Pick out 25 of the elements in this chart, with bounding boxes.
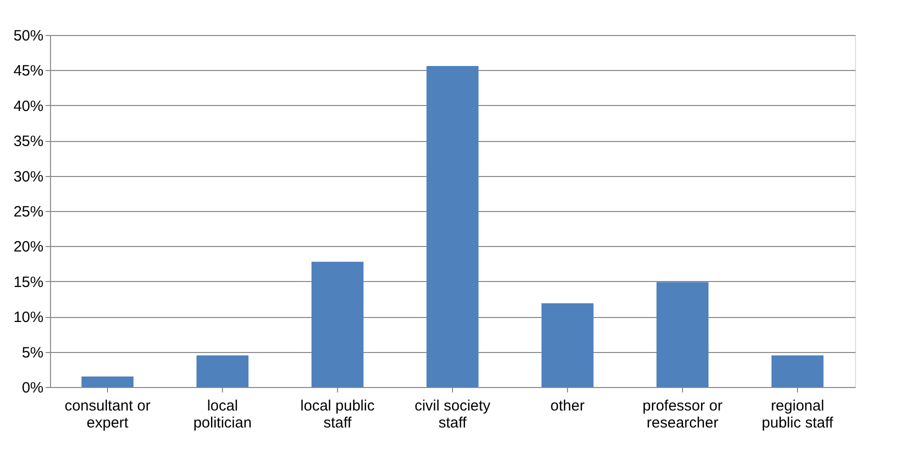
y-tick-label: 15% [13,274,44,291]
bar [312,262,364,387]
y-tick-label: 30% [13,168,44,186]
x-tick-label: civil society staff [414,398,491,432]
x-tick-label: local politician [193,398,252,432]
x-tick-label: regional public staff [762,398,834,432]
y-tick-label: 40% [13,98,44,115]
y-tick-label: 25% [13,204,44,220]
x-tick-label: other [550,398,585,414]
bar [542,303,594,387]
x-tick-label: professor or researcher [642,398,723,432]
bar [196,355,248,387]
x-tick-label: consultant or expert [64,398,150,432]
bar [656,282,708,387]
bar [82,376,134,387]
y-tick-label: 0% [22,380,44,396]
y-tick-label: 50% [13,28,44,44]
y-tick-label: 5% [22,344,44,362]
bar [426,66,478,387]
bar [772,355,824,387]
y-tick-label: 20% [13,238,44,256]
y-tick-label: 10% [13,309,44,326]
y-tick-label: 35% [13,133,44,150]
x-tick-label: local public staff [300,398,376,432]
y-tick-label: 45% [13,62,44,80]
